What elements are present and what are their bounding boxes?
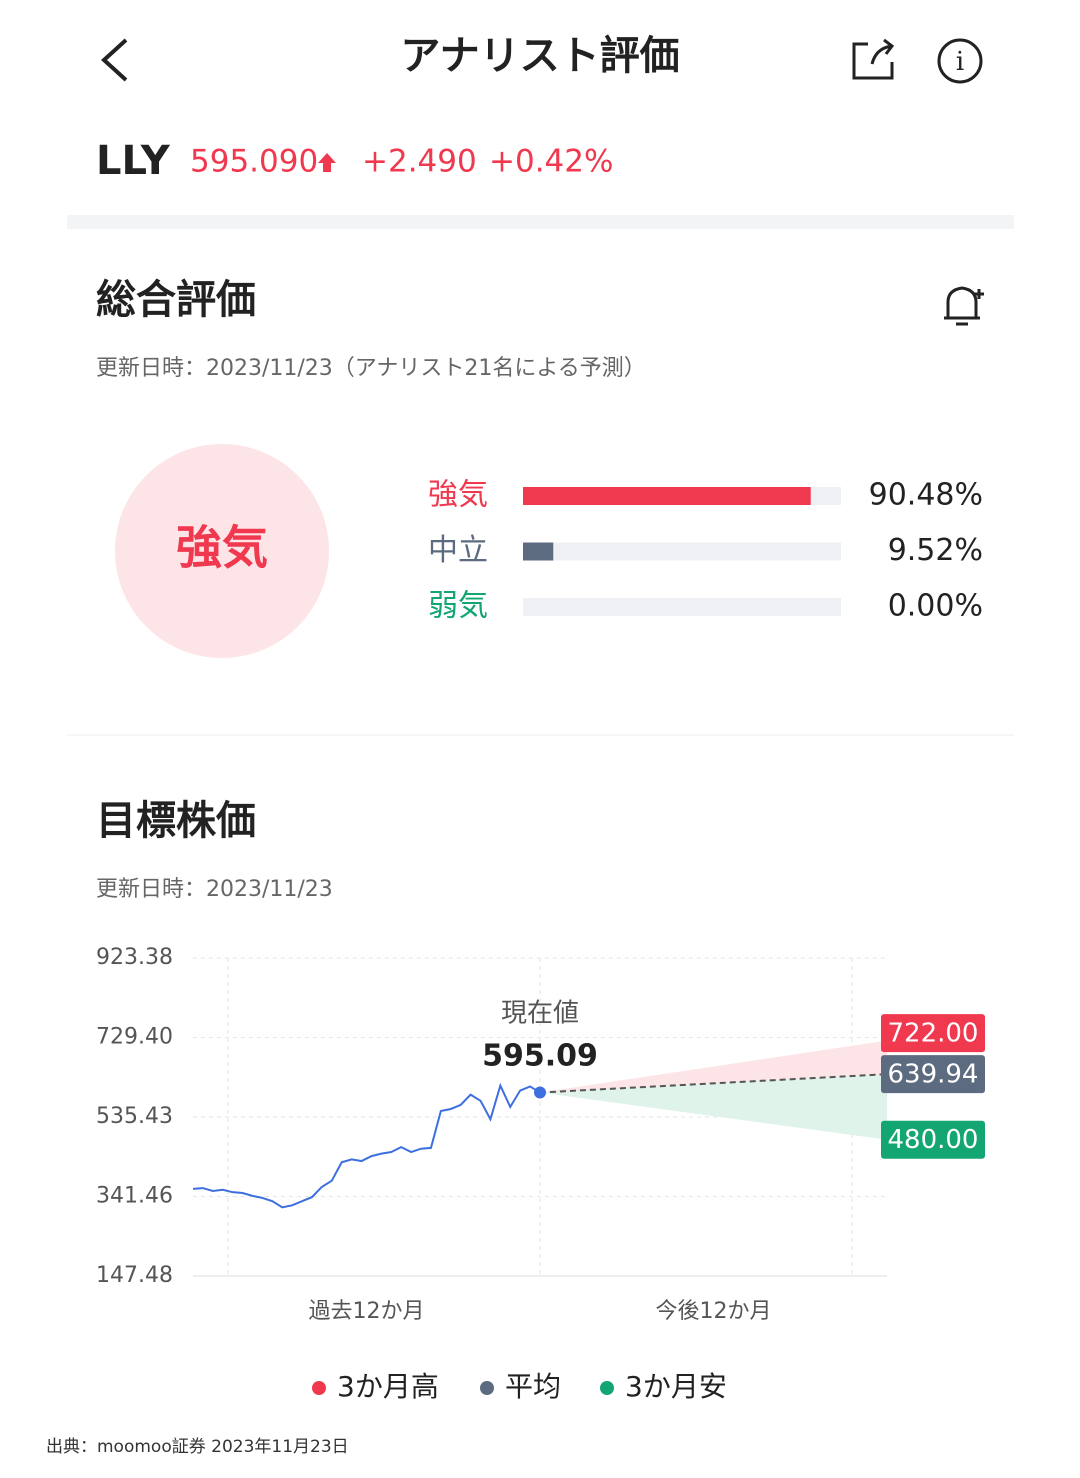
chart-title: 目標株価: [96, 798, 256, 844]
avg-line: [539, 1073, 888, 1094]
bar: [523, 542, 554, 561]
legend-dot: [312, 1381, 326, 1395]
rating-title: 総合評価: [96, 277, 256, 323]
legend-label: 3か月安: [625, 1370, 727, 1403]
low-range: [540, 1074, 887, 1140]
target-label: 722.00: [888, 1019, 979, 1049]
target-box: [881, 1055, 985, 1094]
y-tick-label: 729.40: [96, 1025, 173, 1050]
y-tick-label: 147.48: [96, 1263, 173, 1288]
rating-badge-text: 強気: [176, 521, 268, 575]
svg-text:i: i: [956, 47, 964, 77]
rating-label: 強気: [428, 478, 488, 513]
divider: [67, 215, 1014, 229]
bar: [523, 487, 811, 505]
y-tick-label: 535.43: [96, 1104, 173, 1129]
back-button[interactable]: [101, 38, 128, 82]
legend-dot: [600, 1381, 614, 1395]
target-label: 480.00: [888, 1125, 979, 1155]
bar-track: [523, 542, 841, 561]
rating-value: 0.00%: [888, 589, 983, 624]
share-button[interactable]: [852, 38, 895, 80]
y-tick-label: 923.38: [96, 945, 173, 970]
rating-label: 中立: [428, 533, 488, 568]
y-tick-label: 341.46: [96, 1183, 173, 1208]
page-title: アナリスト評価: [400, 33, 679, 79]
up-arrow: [318, 153, 336, 172]
rating-badge: [115, 444, 329, 658]
chart-subtitle: 更新日時：2023/11/23: [96, 877, 333, 902]
rating-value: 9.52%: [888, 533, 983, 568]
legend-label: 平均: [505, 1370, 561, 1403]
current-label: 現在値: [501, 999, 579, 1029]
change: +2.490: [362, 144, 477, 180]
current-dot: [534, 1086, 546, 1099]
high-range: [540, 1040, 887, 1093]
legend-label: 3か月高: [337, 1370, 439, 1403]
rating-updated: 更新日時：2023/11/23（アナリスト21名による予測）: [96, 356, 646, 381]
alert-button[interactable]: [944, 286, 984, 326]
legend-dot: [480, 1381, 494, 1395]
price: 595.090: [190, 144, 318, 180]
bar-track: [523, 598, 841, 616]
target-box: [881, 1014, 985, 1053]
symbol: LLY: [96, 138, 171, 184]
target-box: [881, 1120, 985, 1159]
target-label: 639.94: [888, 1060, 979, 1090]
change-pct: +0.42%: [489, 144, 613, 180]
current-value: 595.09: [482, 1039, 598, 1074]
price-line: [192, 1082, 541, 1209]
rating-label: 弱気: [428, 589, 488, 624]
x-tick-label: 過去12か月: [309, 1299, 425, 1324]
x-tick-label: 今後12か月: [656, 1299, 772, 1324]
info-button[interactable]: i: [937, 38, 983, 84]
rating-value: 90.48%: [869, 478, 983, 513]
source: 出典：moomoo証券 2023年11月23日: [46, 1437, 349, 1457]
